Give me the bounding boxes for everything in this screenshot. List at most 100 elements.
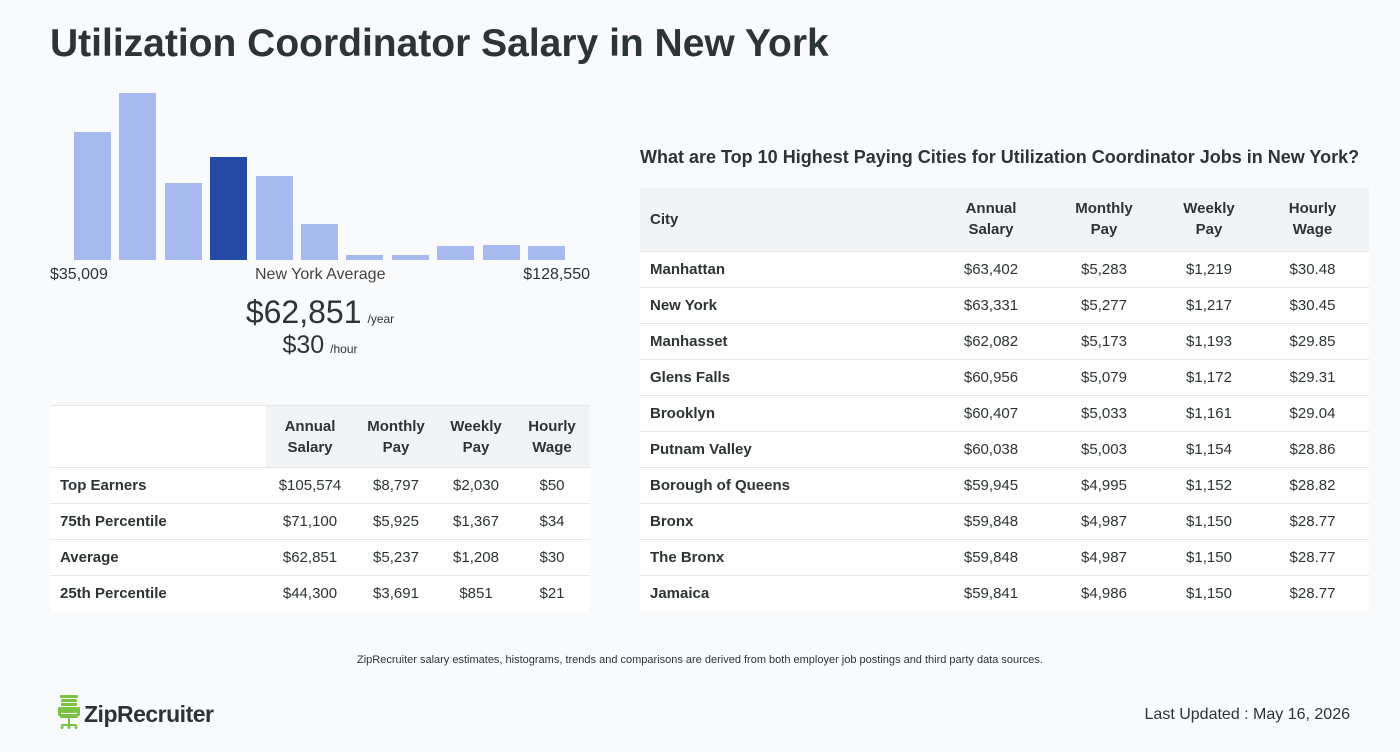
logo-wordmark: ZipRecruiter (84, 701, 214, 727)
percentile-row-cell: $1,367 (438, 503, 514, 540)
city-row-cell: $28.77 (1256, 574, 1369, 611)
city-row-cell: $62,082 (936, 322, 1046, 359)
percentile-row-label: Average (50, 539, 266, 576)
city-row-label: Borough of Queens (640, 466, 936, 503)
percentile-row: Top Earners $105,574 $8,797 $2,030 $50 (50, 467, 590, 504)
city-row-cell: $1,152 (1162, 466, 1256, 503)
city-row: Bronx $59,848 $4,987 $1,150 $28.77 (640, 502, 1369, 539)
city-row-label: Brooklyn (640, 394, 936, 431)
percentile-row-cell: $8,797 (354, 467, 438, 504)
city-row-cell: $5,033 (1046, 394, 1162, 431)
percentile-header-monthly: Monthly Pay (354, 405, 438, 468)
header-line: Salary (968, 221, 1014, 239)
percentile-row-label: 25th Percentile (50, 575, 266, 612)
histogram-bar (210, 157, 248, 260)
city-row-cell: $60,038 (936, 430, 1046, 467)
hourly-wage-unit: /hour (330, 342, 358, 356)
salary-histogram (50, 90, 590, 260)
percentile-row-cell: $62,851 (266, 539, 354, 576)
histogram-bar (255, 176, 293, 260)
histogram-average-label: New York Average (255, 266, 386, 283)
city-table: City Annual Salary Monthly Pay Weekly Pay H… (640, 188, 1369, 611)
percentile-header-weekly: Weekly Pay (438, 405, 514, 468)
histogram-bar (528, 246, 565, 260)
histogram-bar (346, 255, 384, 260)
city-row: Putnam Valley $60,038 $5,003 $1,154 $28.86 (640, 430, 1369, 467)
city-row-label: Glens Falls (640, 358, 936, 395)
city-row-cell: $5,003 (1046, 430, 1162, 467)
city-row-cell: $4,987 (1046, 538, 1162, 575)
ziprecruiter-logo[interactable]: ZipRecruiter (58, 695, 214, 734)
city-row-label: The Bronx (640, 538, 936, 575)
header-line: Annual (284, 417, 336, 435)
city-row-cell: $63,402 (936, 250, 1046, 287)
yearly-salary-value: $62,851 (245, 294, 362, 330)
city-row-cell: $60,956 (936, 358, 1046, 395)
city-row-cell: $59,945 (936, 466, 1046, 503)
page-title: Utilization Coordinator Salary in New Yo… (50, 22, 829, 65)
city-row-cell: $5,277 (1046, 286, 1162, 323)
city-row-cell: $29.31 (1256, 358, 1369, 395)
percentile-row-cell: $21 (514, 575, 590, 612)
city-row-cell: $1,150 (1162, 502, 1256, 539)
header-line: Weekly (1183, 200, 1235, 218)
city-row-cell: $5,283 (1046, 250, 1162, 287)
percentile-header-hourly: Hourly Wage (514, 405, 590, 468)
city-header-annual: Annual Salary (936, 188, 1046, 251)
city-row-cell: $1,172 (1162, 358, 1256, 395)
city-row-cell: $28.82 (1256, 466, 1369, 503)
percentile-row-cell: $34 (514, 503, 590, 540)
header-line: Salary (287, 438, 333, 456)
percentile-table: Annual Salary Monthly Pay Weekly Pay Hourly… (50, 405, 590, 612)
city-header-hourly: Hourly Wage (1256, 188, 1369, 251)
percentile-row-cell: $5,237 (354, 539, 438, 576)
city-row-label: New York (640, 286, 936, 323)
city-row-cell: $28.86 (1256, 430, 1369, 467)
city-row: Manhasset $62,082 $5,173 $1,193 $29.85 (640, 322, 1369, 359)
zip-chair-icon (58, 695, 80, 734)
header-line: Pay (1090, 221, 1118, 239)
city-row-cell: $1,219 (1162, 250, 1256, 287)
city-row-label: Manhattan (640, 250, 936, 287)
city-row-cell: $63,331 (936, 286, 1046, 323)
histogram-bar (164, 183, 202, 260)
city-row-label: Manhasset (640, 322, 936, 359)
city-row-cell: $1,161 (1162, 394, 1256, 431)
histogram-bar (482, 245, 520, 260)
city-row: Borough of Queens $59,945 $4,995 $1,152 $28.… (640, 466, 1369, 503)
yearly-salary: $62,851/year (0, 294, 640, 331)
city-row-cell: $1,193 (1162, 322, 1256, 359)
city-header-weekly: Weekly Pay (1162, 188, 1256, 251)
percentile-row-cell: $44,300 (266, 575, 354, 612)
city-table-header: City Annual Salary Monthly Pay Weekly Pay H… (640, 188, 1369, 251)
city-row-cell: $4,986 (1046, 574, 1162, 611)
header-line: Wage (1292, 221, 1333, 239)
header-line: Monthly (1075, 200, 1133, 218)
city-row-cell: $59,848 (936, 538, 1046, 575)
city-row-cell: $30.45 (1256, 286, 1369, 323)
city-row-label: Bronx (640, 502, 936, 539)
histogram-min-label: $35,009 (50, 266, 108, 283)
data-source-footnote: ZipRecruiter salary estimates, histogram… (357, 654, 1043, 666)
percentile-row-label: Top Earners (50, 467, 266, 504)
histogram-bar (301, 224, 338, 260)
percentile-row: 25th Percentile $44,300 $3,691 $851 $21 (50, 575, 590, 612)
percentile-row-label: 75th Percentile (50, 503, 266, 540)
percentile-row-cell: $30 (514, 539, 590, 576)
city-section-heading: What are Top 10 Highest Paying Cities fo… (640, 147, 1360, 167)
city-row: Jamaica $59,841 $4,986 $1,150 $28.77 (640, 574, 1369, 611)
header-line: Pay (462, 438, 490, 456)
percentile-row-cell: $2,030 (438, 467, 514, 504)
histogram-bar (437, 246, 475, 260)
percentile-row-cell: $5,925 (354, 503, 438, 540)
percentile-row-cell: $851 (438, 575, 514, 612)
city-row-label: Putnam Valley (640, 430, 936, 467)
percentile-row-cell: $71,100 (266, 503, 354, 540)
percentile-row-cell: $3,691 (354, 575, 438, 612)
histogram-bar (119, 93, 157, 260)
header-line: Annual (965, 200, 1017, 218)
city-header-city: City (640, 188, 936, 251)
city-row-cell: $60,407 (936, 394, 1046, 431)
city-row: Glens Falls $60,956 $5,079 $1,172 $29.31 (640, 358, 1369, 395)
city-row-cell: $4,987 (1046, 502, 1162, 539)
